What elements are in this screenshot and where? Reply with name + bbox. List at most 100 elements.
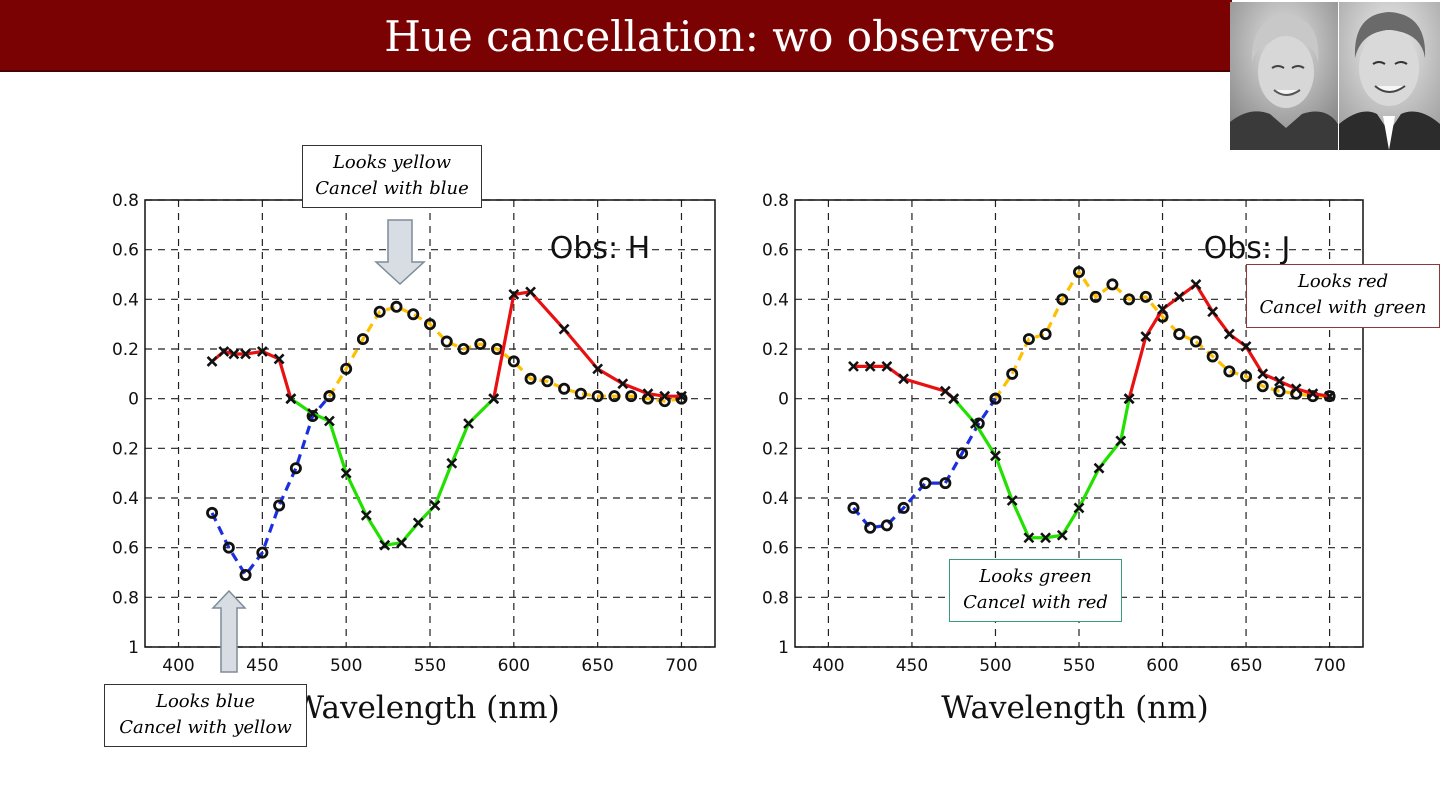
callout-red-line1: Looks red: [1297, 271, 1389, 292]
data-point-green: [1115, 435, 1127, 447]
data-point-blue: [206, 506, 219, 519]
data-point-yellow: [407, 308, 420, 321]
data-point-yellow: [625, 390, 638, 403]
data-point-yellow: [1073, 266, 1086, 279]
x-tick-label: 700: [665, 656, 697, 676]
data-point-red: [1123, 393, 1135, 405]
data-point-red: [285, 393, 297, 405]
data-point-yellow: [558, 382, 571, 395]
data-point-red: [218, 346, 230, 357]
data-point-yellow: [574, 387, 587, 400]
data-point-green: [1006, 495, 1018, 506]
data-point-yellow: [1106, 278, 1119, 291]
data-point-red: [659, 390, 671, 402]
data-point-yellow: [541, 375, 554, 388]
data-point-blue: [919, 477, 932, 490]
data-point-yellow: [423, 318, 436, 331]
data-point-yellow: [1173, 328, 1186, 341]
data-point-red: [1324, 390, 1336, 402]
y-tick-label: 0.6: [112, 241, 139, 261]
data-point-green: [1056, 529, 1068, 541]
y-tick-label: 1: [778, 638, 789, 658]
data-point-yellow: [356, 333, 369, 346]
portrait-photo-left: [1230, 2, 1338, 150]
y-tick-label: 0.6: [762, 539, 789, 559]
data-point-green: [990, 450, 1001, 462]
data-point-green: [412, 517, 424, 529]
series-line-blue: [210, 395, 331, 577]
data-point-red: [273, 353, 285, 365]
data-point-yellow: [591, 390, 604, 403]
y-tick-label: 0.8: [762, 191, 789, 211]
data-point-red: [617, 378, 629, 390]
y-tick-label: 0.8: [112, 191, 139, 211]
data-point-blue: [847, 501, 860, 514]
callout-looks-green: Looks green Cancel with red: [949, 559, 1122, 622]
y-tick-label: 1: [128, 638, 139, 658]
data-point-yellow: [457, 342, 470, 355]
y-tick-label: 0.8: [112, 588, 139, 608]
data-point-blue: [289, 462, 302, 475]
data-point-yellow: [1256, 380, 1269, 393]
data-point-yellow: [507, 355, 520, 368]
data-point-blue: [956, 447, 969, 460]
data-point-red: [1290, 383, 1302, 395]
data-point-green: [1040, 532, 1052, 544]
x-tick-label: 400: [162, 656, 194, 676]
portrait-photo-right: [1339, 2, 1440, 150]
callout-yellow-line1: Looks yellow: [332, 152, 452, 173]
y-tick-label: 0.4: [112, 290, 139, 310]
y-tick-label: 0.2: [112, 439, 139, 459]
data-point-green: [970, 418, 981, 429]
x-tick-label: 650: [581, 656, 613, 676]
data-point-green: [1073, 502, 1085, 514]
data-point-blue: [880, 519, 893, 532]
data-point-yellow: [1223, 365, 1236, 378]
callout-yellow-line2: Cancel with blue: [315, 178, 469, 199]
series-line-yellow: [328, 305, 682, 403]
data-point-red: [1223, 328, 1235, 340]
data-point-yellow: [1123, 293, 1136, 306]
x-tick-label: 500: [330, 656, 362, 676]
data-point-yellow: [1039, 328, 1052, 341]
data-point-yellow: [1273, 385, 1286, 398]
data-point-red: [228, 348, 240, 360]
data-point-red: [848, 360, 859, 372]
data-point-yellow: [323, 390, 336, 403]
x-axis-label: Wavelength (nm): [292, 690, 559, 726]
data-point-yellow: [1306, 390, 1319, 403]
data-point-yellow: [390, 300, 403, 313]
callout-green-line2: Cancel with red: [963, 592, 1108, 613]
y-tick-label: 0.8: [762, 588, 789, 608]
data-point-red: [642, 388, 654, 400]
callout-green-line1: Looks green: [979, 566, 1092, 587]
data-point-yellow: [1240, 370, 1253, 383]
title-bar: [0, 0, 1232, 72]
chart-observer-j: 400 450 500 550 600 650 700 0.8 0.6 0.4 0.2 0 0.2 0.4…: [762, 191, 1364, 726]
data-point-green: [1023, 532, 1035, 544]
data-point-yellow: [440, 335, 453, 348]
data-point-blue: [222, 541, 235, 554]
callout-red-line2: Cancel with green: [1259, 297, 1427, 318]
data-point-green: [340, 467, 352, 479]
slide-title: Hue cancellation: wo observers: [384, 12, 1056, 61]
data-point-red: [898, 373, 910, 385]
y-tick-label: 0.4: [762, 489, 789, 509]
data-point-red: [1140, 331, 1152, 343]
y-tick-label: 0: [778, 390, 789, 410]
data-point-yellow: [989, 392, 1002, 405]
data-point-blue: [256, 546, 269, 559]
data-point-red: [592, 363, 604, 375]
data-point-red: [1207, 306, 1219, 318]
x-tick-label: 450: [896, 656, 928, 676]
arrow-blue-callout: [211, 589, 247, 673]
data-point-yellow: [1089, 290, 1102, 303]
callout-looks-red: Looks red Cancel with green: [1246, 264, 1440, 328]
callout-blue-line2: Cancel with yellow: [119, 717, 292, 738]
data-point-blue: [273, 499, 286, 512]
x-tick-label: 550: [1063, 656, 1095, 676]
data-point-red: [1240, 341, 1252, 352]
data-point-red: [206, 355, 218, 367]
series-line-blue: [852, 397, 997, 530]
y-tick-label: 0.4: [112, 489, 139, 509]
